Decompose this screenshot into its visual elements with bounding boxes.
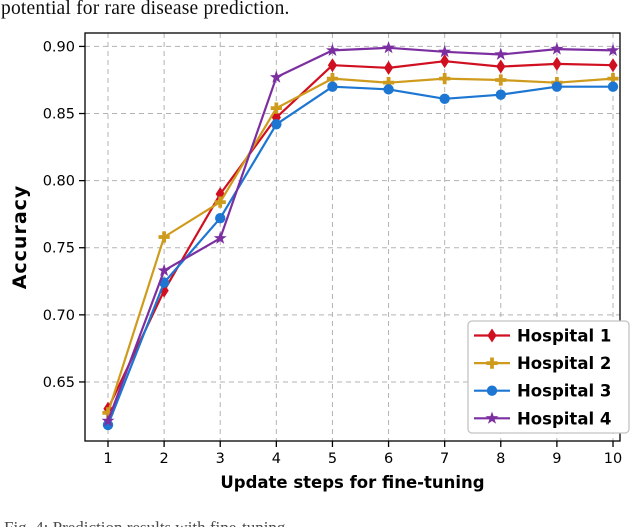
data-point-plus — [382, 77, 395, 89]
data-point-circle — [383, 84, 394, 95]
y-tick-label: 0.85 — [43, 107, 75, 123]
data-point-circle — [439, 93, 450, 104]
x-tick-label: 10 — [604, 451, 622, 467]
data-point-diamond — [487, 328, 497, 343]
plot-border — [84, 32, 621, 442]
data-point-plus — [214, 196, 226, 208]
data-point-diamond — [271, 110, 281, 125]
legend-label: Hospital 4 — [517, 409, 611, 428]
series-line — [107, 60, 614, 410]
data-point-diamond — [496, 59, 506, 74]
data-point-circle — [271, 119, 282, 130]
data-point-diamond — [440, 54, 450, 69]
legend-item-hospital-3: Hospital 3 — [474, 382, 611, 401]
body-text-line: potential for rare disease prediction. — [1, 0, 290, 19]
data-point-diamond — [215, 187, 225, 202]
x-axis-label: Update steps for fine-tuning — [220, 473, 484, 492]
data-point-star — [606, 43, 620, 56]
legend-label: Hospital 1 — [517, 327, 611, 346]
legend-label: Hospital 2 — [517, 354, 611, 373]
data-point-plus — [439, 73, 451, 85]
x-tick-label: 6 — [384, 451, 393, 467]
y-tick-label: 0.80 — [43, 174, 75, 190]
data-point-plus — [607, 73, 619, 85]
y-axis-label: Accuracy — [9, 185, 31, 290]
data-point-plus — [326, 73, 339, 85]
data-point-plus — [486, 357, 498, 369]
data-point-plus — [270, 102, 282, 114]
y-tick-label: 0.75 — [43, 241, 75, 257]
data-point-diamond — [327, 58, 338, 73]
data-point-diamond — [552, 56, 562, 71]
x-tick-label: 7 — [440, 451, 449, 467]
legend-label: Hospital 3 — [517, 382, 611, 401]
x-tick-label: 8 — [496, 451, 505, 467]
data-point-circle — [551, 81, 563, 92]
data-point-star — [438, 44, 452, 58]
data-point-star — [269, 70, 283, 83]
y-tick-label: 0.90 — [43, 39, 75, 55]
data-point-plus — [102, 407, 114, 419]
figure-caption-clipped: Fig. 4: Prediction results with fine-tun… — [4, 518, 564, 527]
data-point-plus — [158, 231, 170, 243]
data-point-diamond — [383, 60, 394, 75]
data-point-star — [382, 40, 396, 54]
series-line — [106, 46, 614, 422]
data-point-diamond — [159, 283, 169, 298]
tick-labels: 0.65 0.70 0.75 0.80 0.85 0.90 1 2 3 4 5 6 7 8 9 10 — [43, 39, 623, 467]
data-point-circle — [486, 385, 498, 396]
legend-item-hospital-1: Hospital 1 — [474, 327, 611, 346]
data-point-star — [101, 414, 115, 427]
legend-item-hospital-2: Hospital 2 — [474, 354, 611, 373]
data-point-circle — [495, 89, 506, 100]
data-point-star — [485, 411, 499, 424]
data-point-star — [550, 42, 564, 55]
x-tick-label: 9 — [552, 451, 561, 467]
x-tick-label: 4 — [272, 451, 281, 467]
data-point-star — [325, 43, 339, 56]
data-point-star — [157, 263, 171, 277]
legend: Hospital 1 Hospital 2 Hospital 3 Hospital 4 — [467, 320, 630, 434]
legend-item-hospital-4: Hospital 4 — [474, 409, 611, 428]
legend-box — [467, 320, 630, 434]
x-tick-label: 5 — [328, 451, 337, 467]
y-tick-label: 0.65 — [43, 375, 75, 391]
data-point-star — [494, 47, 508, 60]
data-point-star — [213, 231, 227, 244]
series-hospital-4 — [101, 40, 620, 427]
data-point-circle — [607, 81, 619, 92]
series-line — [106, 85, 613, 426]
data-point-diamond — [608, 58, 618, 73]
x-tick-label: 1 — [103, 451, 112, 467]
x-tick-label: 3 — [216, 451, 225, 467]
data-point-circle — [215, 213, 226, 224]
y-tick-label: 0.70 — [43, 308, 75, 324]
figure-caption-text: Fig. 4: Prediction results with fine-tun… — [4, 518, 564, 527]
data-point-circle — [327, 81, 338, 92]
x-tick-label: 2 — [159, 451, 168, 467]
axis-ticks — [79, 45, 614, 447]
series-line — [106, 77, 614, 414]
series-hospital-3 — [102, 81, 619, 431]
data-point-plus — [495, 74, 507, 86]
